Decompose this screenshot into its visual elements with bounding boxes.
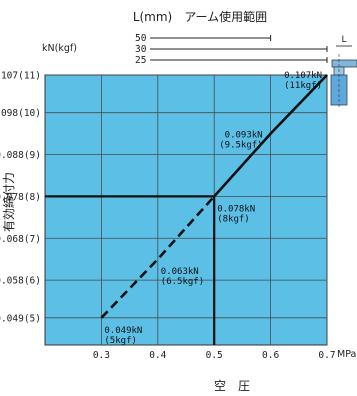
annotation-kgf: (9.5kgf) <box>219 141 262 151</box>
annotation-kn: 0.078kN <box>217 204 255 214</box>
y-tick-label: 0.098(10) <box>0 108 41 119</box>
chart-title: L(mm) アーム使用範囲 <box>133 9 267 24</box>
y-unit-label: kN(kgf) <box>42 43 77 54</box>
arm-range-label: 30 <box>135 44 147 55</box>
x-tick-labels: 0.3 0.4 0.5 0.6 0.7 <box>93 350 336 361</box>
arm-range-label: 25 <box>135 55 146 66</box>
y-tick-label: 0.078(8) <box>0 192 41 203</box>
x-unit-label: MPa <box>337 349 356 360</box>
series-line <box>100 74 328 319</box>
y-tick-label: 0.088(9) <box>0 150 41 161</box>
clamp-arm <box>331 59 357 68</box>
annotation-kgf: (6.5kgf) <box>161 277 204 287</box>
series-solid-segment <box>213 74 328 198</box>
x-tick-label: 0.3 <box>93 350 110 361</box>
annotation-kn: 0.049kN <box>104 326 142 336</box>
x-tick-label: 0.5 <box>206 350 223 361</box>
plot-area <box>44 74 328 346</box>
annotation-kn: 0.107kN <box>284 71 322 81</box>
annotation-kgf: (11kgf) <box>284 81 322 91</box>
y-tick-label: 0.107(11) <box>0 71 41 82</box>
reference-lines <box>45 195 216 345</box>
y-tick-labels: 0.049(5) 0.058(6) 0.068(7) 0.078(8) 0.088(9)… <box>0 71 41 325</box>
arm-range-label: 50 <box>135 33 147 44</box>
y-tick-label: 0.058(6) <box>0 276 41 287</box>
x-tick-label: 0.7 <box>318 350 335 361</box>
annotation-kgf: (5kgf) <box>104 336 137 346</box>
annotation-kn: 0.063kN <box>161 267 199 277</box>
x-axis-label: 空 圧 <box>214 379 250 393</box>
y-axis-label: 有効締付力 <box>1 172 16 232</box>
annotation-kn: 0.093kN <box>225 131 263 141</box>
cylinder-diagram: L <box>330 35 357 108</box>
grid-lines <box>45 74 328 345</box>
dimension-label: L <box>341 35 346 45</box>
x-tick-label: 0.6 <box>262 350 279 361</box>
annotation-kgf: (8kgf) <box>217 214 250 224</box>
point-annotations: 0.107kN(11kgf) 0.093kN(9.5kgf) 0.078kN(8kg… <box>104 71 322 346</box>
x-tick-label: 0.4 <box>149 350 166 361</box>
y-tick-label: 0.068(7) <box>0 234 41 245</box>
y-tick-label: 0.049(5) <box>0 313 41 324</box>
